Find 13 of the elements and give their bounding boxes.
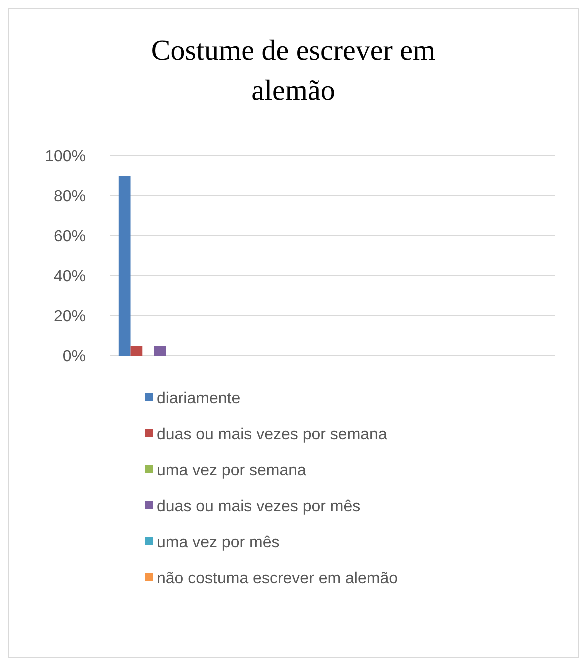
legend-label: duas ou mais vezes por mês <box>157 498 361 516</box>
y-tick-label: 40% <box>54 268 86 286</box>
y-tick-label: 80% <box>54 188 86 206</box>
legend-label: uma vez por semana <box>157 462 307 480</box>
legend-label: duas ou mais vezes por semana <box>157 426 388 444</box>
y-tick-label: 0% <box>62 348 86 366</box>
legend-label: não costuma escrever em alemão <box>157 570 398 588</box>
legend-label: diariamente <box>157 390 241 408</box>
y-tick-label: 100% <box>45 148 86 166</box>
chart-title: Costume de escrever em alemão <box>151 35 436 107</box>
y-tick-label: 20% <box>54 308 86 326</box>
y-tick-label: 60% <box>54 228 86 246</box>
legend-label: uma vez por mês <box>157 534 280 552</box>
